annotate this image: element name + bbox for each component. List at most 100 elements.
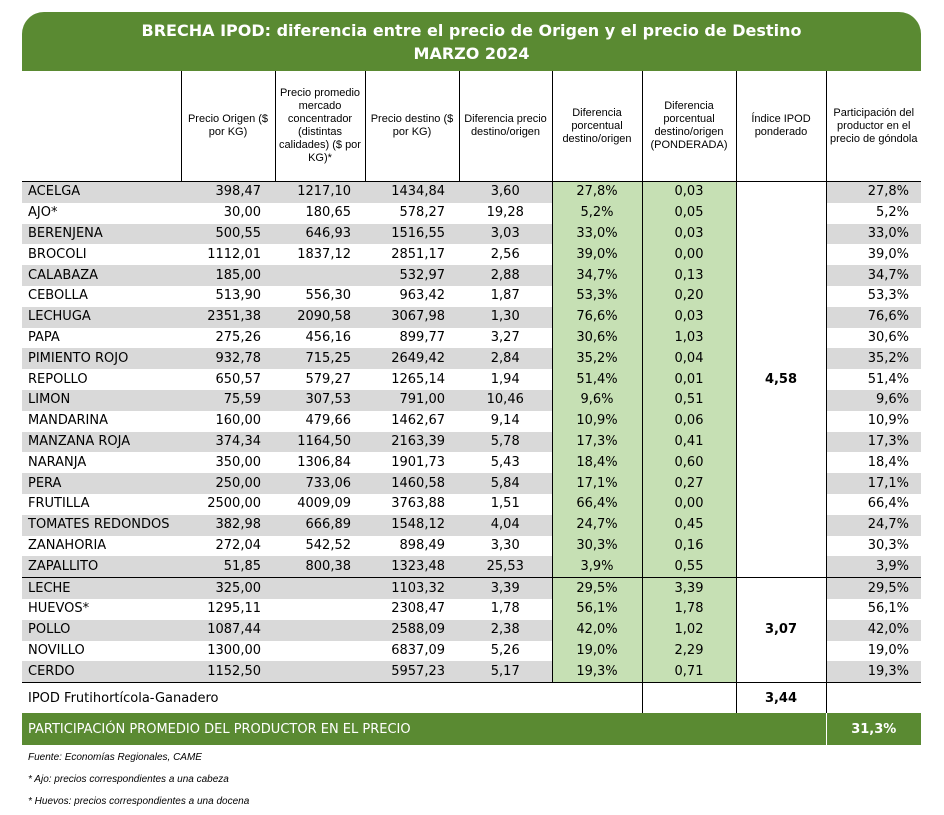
cell-precio-mercado: 666,89 [275,514,365,536]
cell-diferencia-porcentual: 18,4% [551,452,643,474]
table-row: PERA 250,00 733,06 1460,58 5,84 17,1% 0,27 17,1… [22,473,921,494]
cell-diferencia: 1,94 [490,371,520,387]
cell-precio-destino: 1462,67 [391,413,445,429]
cell-product: HUEVOS* [28,601,90,617]
cell-product: POLLO [22,619,181,641]
group-frutihorticola: ACELGA 398,47 1217,10 1434,84 3,60 27,8% 0,03 4… [22,181,921,578]
table-row: ZANAHORIA 272,04 542,52 898,49 3,30 30,3% 0,16… [22,535,921,557]
cell-precio-origen: 30,00 [223,205,261,221]
cell-precio-mercado: 2090,58 [275,306,365,328]
cell-diferencia-porcentual: 10,9% [551,410,643,432]
cell-diferencia: 5,26 [490,642,520,658]
cell-precio-mercado: 579,27 [305,371,352,387]
cell-product: LECHE [22,577,181,599]
cell-participacion: 5,2% [875,205,909,221]
cell-participacion: 42,0% [826,619,921,641]
summary-empty-cell [641,682,737,714]
cell-diferencia: 3,30 [490,537,520,553]
cell-precio-destino: 2308,47 [391,601,445,617]
cell-precio-destino: 1460,58 [365,473,459,494]
table-row: MANDARINA 160,00 479,66 1462,67 9,14 10,9% 0,0… [22,410,921,432]
cell-diferencia: 5,17 [459,661,552,683]
table-row: BERENJENA 500,55 646,93 1516,55 3,03 33,0% 0,0… [22,223,921,245]
cell-diferencia-porcentual: 39,0% [551,244,643,266]
cell-precio-destino: 2588,09 [365,619,459,641]
cell-diferencia: 10,46 [459,389,552,411]
cell-participacion: 56,1% [867,601,909,617]
table-row: AJO* 30,00 180,65 578,27 19,28 5,2% 0,05 5,2% [22,202,921,224]
cell-product: ACELGA [22,181,181,203]
cell-product: AJO* [28,205,58,221]
cell-precio-origen: 160,00 [215,413,262,429]
cell-diferencia-ponderada: 2,29 [641,640,737,662]
cell-participacion: 27,8% [826,181,921,203]
cell-precio-mercado [275,641,365,662]
cell-precio-origen: 272,04 [215,537,262,553]
cell-diferencia-ponderada: 0,45 [641,514,737,536]
cell-product: PERA [22,473,181,494]
cell-precio-destino: 1265,14 [391,371,445,387]
cell-precio-origen: 275,26 [215,329,262,345]
cell-product: BROCOLI [28,246,87,262]
cell-diferencia-ponderada: 0,51 [641,389,737,411]
table-row: PAPA 275,26 456,16 899,77 3,27 30,6% 1,03 30,6% [22,327,921,349]
cell-diferencia: 2,88 [459,265,552,286]
cell-precio-mercado: 646,93 [275,223,365,245]
table-row: BROCOLI 1112,01 1837,12 2851,17 2,56 39,0% 0,0… [22,244,921,266]
cell-diferencia: 5,78 [459,431,552,453]
cell-precio-mercado: 733,06 [275,473,365,494]
cell-participacion: 18,4% [867,454,909,470]
summary-value: 3,44 [735,682,827,714]
cell-diferencia: 3,60 [459,181,552,203]
cell-diferencia-porcentual: 56,1% [551,598,643,620]
cell-diferencia-ponderada: 0,00 [641,493,737,515]
cell-diferencia-ponderada: 0,13 [641,265,737,286]
cell-diferencia-porcentual: 66,4% [551,493,643,515]
cell-participacion: 34,7% [826,265,921,286]
cell-precio-origen: 51,85 [181,556,275,578]
cell-precio-destino: 2649,42 [365,348,459,370]
header-participacion: Participación del productor en el precio… [825,71,921,182]
cell-product: TOMATES REDONDOS [22,514,181,536]
cell-diferencia-ponderada: 0,60 [641,452,737,474]
group-ganadero: LECHE 325,00 1103,32 3,39 29,5% 3,39 3,07 29,5%… [22,577,921,683]
cell-precio-mercado [275,265,365,286]
header-precio-destino: Precio destino ($ por KG) [364,71,459,182]
cell-precio-origen: 350,00 [215,454,262,470]
note-source: Fuente: Economías Regionales, CAME [28,752,202,763]
header-diferencia: Diferencia precio destino/origen [458,71,552,182]
cell-product: FRUTILLA [28,496,90,512]
cell-precio-destino: 3763,88 [391,496,445,512]
cell-product: BERENJENA [22,223,181,245]
cell-diferencia-porcentual: 35,2% [551,348,643,370]
summary-empty-cell [826,682,921,714]
cell-product: MANDARINA [28,413,108,429]
table-row: HUEVOS* 1295,11 2308,47 1,78 56,1% 1,78 56,1% [22,598,921,620]
cell-diferencia-ponderada: 0,20 [641,285,737,307]
ipod-report: BRECHA IPOD: diferencia entre el precio … [22,12,921,746]
cell-precio-origen: 1152,50 [181,661,275,683]
cell-diferencia: 1,30 [459,306,552,328]
cell-precio-mercado: 456,16 [305,329,352,345]
cell-precio-origen: 250,00 [181,473,275,494]
cell-precio-destino: 1548,12 [365,514,459,536]
cell-diferencia-porcentual: 51,4% [551,369,643,390]
note-huevos: * Huevos: precios correspondientes a una… [28,796,250,807]
cell-diferencia-ponderada: 0,71 [641,661,737,683]
cell-indice-ipod: 4,58 [735,181,827,578]
table-row: LIMON 75,59 307,53 791,00 10,46 9,6% 0,51 9,6% [22,389,921,411]
table-row: FRUTILLA 2500,00 4009,09 3763,88 1,51 66,4% 0,… [22,493,921,515]
cell-diferencia: 3,03 [459,223,552,245]
cell-precio-destino: 532,97 [365,265,459,286]
cell-diferencia-ponderada: 1,78 [641,598,737,620]
cell-diferencia-porcentual: 30,6% [551,327,643,349]
cell-product: CEBOLLA [28,288,88,304]
cell-diferencia: 1,78 [490,601,520,617]
cell-participacion: 39,0% [867,246,909,262]
cell-product: LECHUGA [22,306,181,328]
cell-precio-origen: 382,98 [181,514,275,536]
ipod-table: Precio Origen ($ por KG) Precio promedio… [22,71,921,746]
footer-label: PARTICIPACIÓN PROMEDIO DEL PRODUCTOR EN … [22,713,826,746]
cell-diferencia-ponderada: 0,41 [641,431,737,453]
cell-diferencia-ponderada: 0,00 [641,244,737,266]
